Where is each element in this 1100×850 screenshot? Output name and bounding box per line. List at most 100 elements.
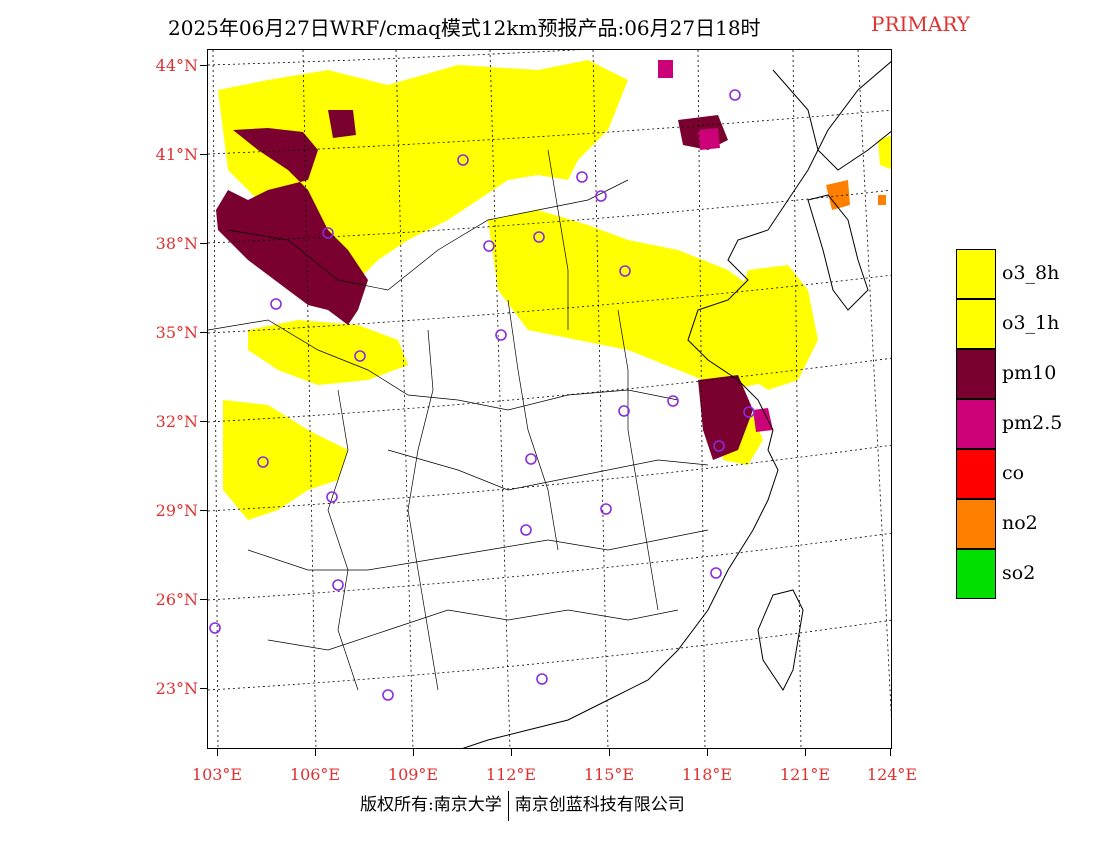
lat-label: 29°N bbox=[155, 501, 198, 520]
station-marker bbox=[332, 579, 344, 591]
lat-label: 38°N bbox=[155, 234, 198, 253]
legend-label: no2 bbox=[1002, 512, 1038, 534]
no2-region-korea bbox=[826, 180, 850, 210]
station-marker bbox=[618, 405, 630, 417]
lat-label: 35°N bbox=[155, 323, 198, 342]
coastline bbox=[462, 61, 891, 748]
legend-label: co bbox=[1002, 462, 1025, 484]
lon-line-118 bbox=[697, 50, 706, 748]
lon-line-112 bbox=[489, 50, 511, 748]
station-marker bbox=[536, 673, 548, 685]
map-canvas bbox=[208, 50, 891, 748]
lat-line-44 bbox=[208, 50, 581, 66]
station-marker bbox=[713, 440, 725, 452]
lon-label: 112°E bbox=[485, 765, 537, 784]
legend-label: pm2.5 bbox=[1002, 412, 1063, 434]
station-marker bbox=[520, 524, 532, 536]
o3-region-central bbox=[248, 320, 408, 385]
lon-tick bbox=[511, 749, 512, 756]
o3-region-ne-coast bbox=[878, 135, 891, 170]
title-tag: PRIMARY bbox=[871, 12, 970, 36]
station-marker bbox=[354, 350, 366, 362]
graticule bbox=[208, 50, 891, 748]
pm25-field bbox=[658, 60, 773, 432]
border-4 bbox=[247, 529, 709, 571]
pm25-region-coast bbox=[753, 408, 773, 432]
legend-swatch bbox=[956, 499, 996, 549]
border-3 bbox=[387, 449, 709, 491]
station-marker bbox=[600, 503, 612, 515]
border-9 bbox=[327, 389, 359, 691]
province-borders bbox=[208, 149, 709, 691]
lon-tick bbox=[805, 749, 806, 756]
lon-tick bbox=[315, 749, 316, 756]
legend-swatch bbox=[956, 449, 996, 499]
map-frame[interactable] bbox=[207, 49, 892, 749]
station-marker bbox=[576, 171, 588, 183]
station-marker bbox=[382, 689, 394, 701]
ne-border bbox=[772, 69, 891, 171]
copyright-left: 版权所有:南京大学 bbox=[360, 795, 502, 815]
lat-tick bbox=[200, 510, 207, 511]
pm25-region-ne bbox=[658, 60, 673, 78]
lat-line-35 bbox=[208, 274, 891, 334]
o3-region-sichuan bbox=[223, 400, 348, 520]
pm10-region-north bbox=[328, 110, 356, 138]
lat-label: 44°N bbox=[155, 56, 198, 75]
station-marker bbox=[495, 329, 507, 341]
station-marker bbox=[533, 231, 545, 243]
lon-line-124 bbox=[857, 50, 891, 719]
legend-swatch bbox=[956, 349, 996, 399]
station-markers bbox=[209, 89, 755, 701]
taiwan-coast bbox=[757, 589, 804, 691]
station-marker bbox=[619, 265, 631, 277]
lon-label: 109°E bbox=[387, 765, 439, 784]
legend-swatch bbox=[956, 549, 996, 599]
no2-field bbox=[826, 180, 886, 210]
legend-swatch bbox=[956, 399, 996, 449]
pm10-region-yangtze bbox=[698, 375, 753, 460]
lon-line-109 bbox=[395, 50, 414, 748]
title-main: 2025年06月27日WRF/cmaq模式12km预报产品:06月27日18时 bbox=[168, 16, 761, 40]
lon-line-115 bbox=[592, 50, 609, 748]
lat-line-26 bbox=[208, 532, 891, 601]
lon-label: 103°E bbox=[191, 765, 243, 784]
legend-label: pm10 bbox=[1002, 362, 1057, 384]
copyright-separator bbox=[507, 790, 509, 821]
station-marker bbox=[729, 89, 741, 101]
station-marker bbox=[525, 453, 537, 465]
border-6 bbox=[507, 299, 559, 551]
lon-line-121 bbox=[792, 50, 802, 748]
lon-tick bbox=[609, 749, 610, 756]
legend-label: so2 bbox=[1002, 562, 1036, 584]
lon-label: 106°E bbox=[289, 765, 341, 784]
border-5 bbox=[267, 609, 679, 651]
station-marker bbox=[322, 227, 334, 239]
lat-tick bbox=[200, 599, 207, 600]
lat-label: 26°N bbox=[155, 590, 198, 609]
copyright: 版权所有:南京大学 南京创蓝科技有限公司 bbox=[360, 790, 685, 821]
station-marker bbox=[209, 622, 221, 634]
no2-region-sea bbox=[878, 195, 886, 205]
lat-label: 23°N bbox=[155, 679, 198, 698]
legend-swatch bbox=[956, 249, 996, 299]
lon-label: 118°E bbox=[681, 765, 733, 784]
lat-label: 41°N bbox=[155, 145, 198, 164]
lat-tick bbox=[200, 154, 207, 155]
lon-line-106 bbox=[302, 50, 317, 748]
lat-line-29 bbox=[208, 444, 891, 512]
lat-line-41 bbox=[208, 109, 891, 155]
korea-coast bbox=[807, 194, 869, 311]
lon-tick bbox=[217, 749, 218, 756]
lon-tick bbox=[413, 749, 414, 756]
legend-label: o3_1h bbox=[1002, 312, 1060, 334]
lat-tick bbox=[200, 332, 207, 333]
station-marker bbox=[595, 190, 607, 202]
station-marker bbox=[270, 298, 282, 310]
station-marker bbox=[483, 240, 495, 252]
lat-tick bbox=[200, 421, 207, 422]
station-marker bbox=[743, 406, 755, 418]
pm25-region-north bbox=[698, 128, 720, 150]
station-marker bbox=[457, 154, 469, 166]
lon-tick bbox=[707, 749, 708, 756]
